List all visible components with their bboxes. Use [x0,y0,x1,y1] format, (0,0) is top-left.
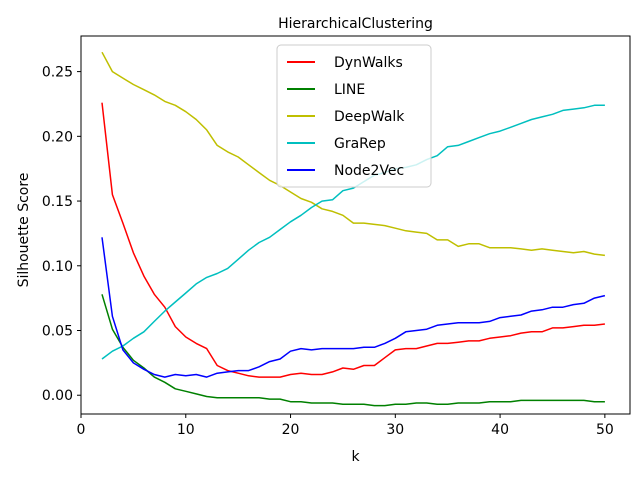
x-tick-label: 0 [77,422,86,438]
legend-box [276,44,432,188]
x-axis: 0 10 20 30 40 50 [77,414,614,438]
x-tick-label: 40 [491,422,509,438]
legend-label-node2vec: Node2Vec [334,163,404,179]
legend-label-grarep: GraRep [334,136,386,152]
x-tick-label: 50 [596,422,614,438]
chart-title: HierarchicalClustering [278,16,433,32]
series-line-node2vec [101,237,606,378]
y-axis-label: Silhouette Score [16,173,32,288]
legend-label-line: LINE [334,82,365,98]
plot-frame [80,35,631,415]
legend-label-deepwalk: DeepWalk [334,109,405,125]
series-layer [101,51,606,407]
y-tick-label: 0.05 [42,324,73,340]
legend: DynWalks LINE DeepWalk GraRep Node2Vec [276,44,432,188]
y-tick-label: 0.00 [42,388,73,404]
series-line-dynwalks [101,102,605,378]
y-tick-label: 0.25 [42,65,73,81]
series-line-grarep [101,104,605,360]
legend-label-dynwalks: DynWalks [334,55,403,71]
x-tick-label: 20 [282,422,300,438]
x-tick-label: 30 [386,422,404,438]
y-axis: 0.00 0.05 0.10 0.15 0.20 0.25 [42,65,81,404]
series-line-line [101,294,605,407]
y-tick-label: 0.15 [42,194,73,210]
series-line-deepwalk [101,51,605,257]
x-tick-label: 10 [177,422,195,438]
y-tick-label: 0.20 [42,129,73,145]
y-tick-label: 0.10 [42,259,73,275]
x-axis-label: k [351,449,360,465]
